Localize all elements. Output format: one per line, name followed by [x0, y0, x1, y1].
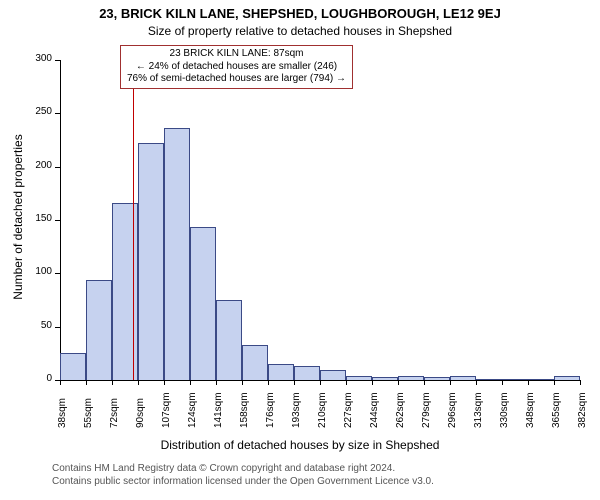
x-tick-mark: [476, 380, 477, 385]
x-tick-mark: [320, 380, 321, 385]
annotation-line-2: ← 24% of detached houses are smaller (24…: [127, 61, 346, 74]
x-tick-label: 124sqm: [187, 392, 198, 428]
y-tick-label: 250: [22, 106, 52, 117]
x-tick-mark: [502, 380, 503, 385]
annotation-line-3: 76% of semi-detached houses are larger (…: [127, 73, 346, 86]
x-tick-mark: [528, 380, 529, 385]
x-tick-mark: [346, 380, 347, 385]
histogram-bar: [502, 379, 528, 380]
chart-page: { "title": { "text": "23, BRICK KILN LAN…: [0, 0, 600, 500]
x-tick-label: 193sqm: [291, 392, 302, 428]
x-tick-mark: [424, 380, 425, 385]
footer-line-2: Contains public sector information licen…: [52, 475, 434, 488]
histogram-bar: [190, 227, 216, 380]
y-tick-label: 300: [22, 53, 52, 64]
histogram-bar: [86, 280, 112, 380]
x-tick-mark: [216, 380, 217, 385]
histogram-bar: [528, 379, 554, 380]
histogram-bar: [216, 300, 242, 380]
x-tick-label: 90sqm: [135, 398, 146, 428]
x-tick-label: 176sqm: [265, 392, 276, 428]
x-tick-mark: [580, 380, 581, 385]
x-tick-label: 330sqm: [499, 392, 510, 428]
x-tick-mark: [112, 380, 113, 385]
page-title: 23, BRICK KILN LANE, SHEPSHED, LOUGHBORO…: [0, 6, 600, 21]
x-tick-mark: [294, 380, 295, 385]
plot-area: 05010015020025030038sqm55sqm72sqm90sqm10…: [60, 60, 580, 380]
x-tick-mark: [138, 380, 139, 385]
x-tick-mark: [60, 380, 61, 385]
histogram-bar: [242, 345, 268, 380]
x-tick-label: 365sqm: [551, 392, 562, 428]
x-tick-label: 262sqm: [395, 392, 406, 428]
y-tick-mark: [55, 273, 60, 274]
x-tick-mark: [268, 380, 269, 385]
x-tick-label: 296sqm: [447, 392, 458, 428]
histogram-bar: [346, 376, 372, 380]
reference-line: [133, 60, 134, 380]
y-tick-mark: [55, 220, 60, 221]
x-tick-label: 313sqm: [473, 392, 484, 428]
y-tick-label: 50: [22, 320, 52, 331]
annotation-line-1: 23 BRICK KILN LANE: 87sqm: [127, 48, 346, 61]
histogram-bar: [554, 376, 580, 380]
histogram-bar: [450, 376, 476, 380]
y-tick-label: 150: [22, 213, 52, 224]
x-tick-label: 244sqm: [369, 392, 380, 428]
x-tick-label: 107sqm: [161, 392, 172, 428]
x-tick-label: 55sqm: [83, 398, 94, 428]
y-tick-mark: [55, 113, 60, 114]
x-tick-label: 38sqm: [57, 398, 68, 428]
x-tick-mark: [554, 380, 555, 385]
x-tick-label: 141sqm: [213, 392, 224, 428]
histogram-bar: [476, 379, 502, 380]
y-tick-mark: [55, 167, 60, 168]
x-tick-mark: [372, 380, 373, 385]
x-tick-mark: [450, 380, 451, 385]
x-tick-label: 348sqm: [525, 392, 536, 428]
x-tick-label: 210sqm: [317, 392, 328, 428]
footer-attribution: Contains HM Land Registry data © Crown c…: [52, 462, 434, 488]
x-tick-label: 227sqm: [343, 392, 354, 428]
y-tick-mark: [55, 327, 60, 328]
x-tick-label: 279sqm: [421, 392, 432, 428]
histogram-bar: [320, 370, 346, 380]
x-tick-label: 72sqm: [109, 398, 120, 428]
footer-line-1: Contains HM Land Registry data © Crown c…: [52, 462, 434, 475]
histogram-bar: [268, 364, 294, 380]
histogram-bar: [424, 377, 450, 380]
chart-subtitle: Size of property relative to detached ho…: [0, 24, 600, 38]
x-tick-label: 382sqm: [577, 392, 588, 428]
x-tick-mark: [164, 380, 165, 385]
x-tick-label: 158sqm: [239, 392, 250, 428]
histogram-bar: [294, 366, 320, 380]
x-tick-mark: [190, 380, 191, 385]
y-tick-label: 0: [22, 373, 52, 384]
y-tick-label: 200: [22, 160, 52, 171]
histogram-bar: [398, 376, 424, 380]
histogram-bar: [60, 353, 86, 380]
x-tick-mark: [242, 380, 243, 385]
histogram-bar: [164, 128, 190, 380]
x-axis-label: Distribution of detached houses by size …: [0, 438, 600, 452]
histogram-bar: [372, 377, 398, 380]
x-tick-mark: [398, 380, 399, 385]
y-tick-mark: [55, 60, 60, 61]
y-tick-label: 100: [22, 266, 52, 277]
histogram-bar: [138, 143, 164, 380]
annotation-box: 23 BRICK KILN LANE: 87sqm ← 24% of detac…: [120, 45, 353, 89]
x-tick-mark: [86, 380, 87, 385]
y-axis-line: [60, 60, 61, 380]
